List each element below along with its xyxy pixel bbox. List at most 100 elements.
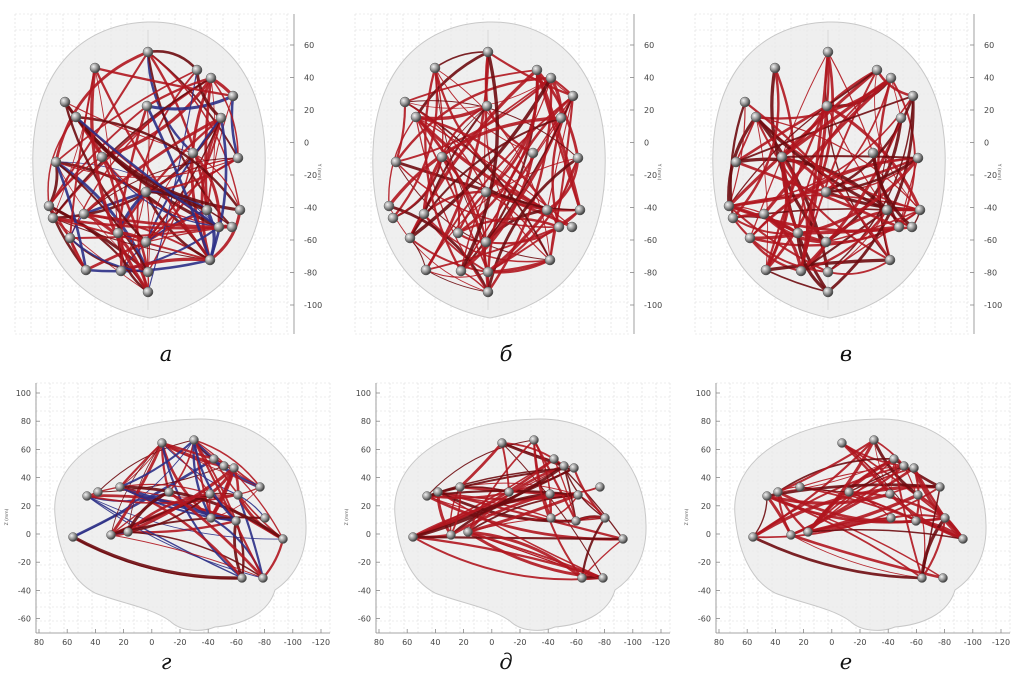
electrode-node [404,232,416,244]
electrode-node [80,264,92,276]
electrode-node [555,112,567,124]
electrode-node [935,482,945,492]
y-tick-label: -80 [644,269,657,278]
z-axis-title: Z (mm) [4,508,10,525]
panel-g: 100 80 60 40 20 0 -20 -40 -60 Z (mm) 80 60 40 20 0 -20 -… [0,375,340,650]
z-tick-label: 80 [21,417,31,426]
y-tick-label: 0 [644,139,649,148]
electrode-node [786,530,796,540]
z-tick-label: 20 [361,502,371,511]
electrode-node [911,516,921,526]
electrode-node [884,254,896,266]
connections [727,50,922,294]
connection-edge [749,156,783,239]
y-tick-label: -80 [258,638,271,647]
electrode-node [773,487,783,497]
electrode-node [205,489,215,499]
electrode-node [776,151,788,163]
connection-edge [145,76,213,108]
connection-edge [54,160,88,272]
electrode-node [881,204,893,216]
connection-edge [748,156,920,240]
connection-edge [871,151,914,229]
y-tick-label: -20 [173,638,186,647]
electrode-node [958,534,968,544]
electrode-node [142,46,154,58]
electrode-node [408,532,418,542]
panel-d: 100 80 60 40 20 0 -20 -40 -60 Z (mm) 80 60 40 20 0 -20 -… [340,375,680,650]
z-tick-label: 60 [361,445,371,454]
electrode-node [390,156,402,168]
connection-edge [119,257,212,273]
electrode-node [758,208,770,220]
connection-edge [192,438,213,520]
panel-label-d: д [499,650,513,674]
connection-edge [110,534,264,579]
electrode-node [234,204,246,216]
electrode-node [115,482,125,492]
electrode-node [559,461,569,471]
connection-edge [69,237,149,273]
long-connection-edge [467,531,605,581]
z-tick-label: 80 [361,417,371,426]
z-tick-label: -20 [698,558,711,567]
electrode-node [206,513,216,523]
connection-edge [548,94,575,262]
y-tick-label: -100 [624,638,642,647]
connection-edge [97,439,195,493]
z-tick-label: 100 [696,389,711,398]
connection-edge [69,226,220,240]
electrode-node [59,96,71,108]
panel-label-b: б [499,342,513,366]
connection-edge [827,259,891,275]
electrode-node [446,530,456,540]
connection-edge [533,439,583,579]
y-axis: 60 40 20 0 -20 -40 -60 -80 -100 Y (mm) [970,14,1002,334]
connection-edge [116,116,223,235]
electrode-node [189,435,199,445]
connection-edge [146,50,234,229]
z-tick-label: 100 [16,389,31,398]
connection-edge [210,77,239,159]
connection-edge [208,116,228,262]
connection-edge [230,94,240,160]
y-tick-label: 80 [714,638,724,647]
electrode-node [258,573,268,583]
connection-edge [486,258,552,274]
z-tick-label: 0 [366,530,371,539]
connection-edge [409,237,489,273]
connection-edge [735,95,914,163]
connection-edge [69,67,96,239]
connection-edge [426,439,535,497]
z-tick-label: -20 [18,558,31,567]
connection-edge [486,208,549,274]
electrode-node [187,147,199,159]
connection-edge [127,531,264,579]
electrode-node [410,111,422,123]
z-tick-label: 80 [701,417,711,426]
y-tick-label: -40 [984,204,997,213]
side-view-plot-e: 100 80 60 40 20 0 -20 -40 -60 Z (mm) 80 60 40 20 0 -20 -… [684,382,1011,647]
connection-edge [425,269,489,293]
electrode-node [572,152,584,164]
electrode-node [64,232,76,244]
electrode-node [795,265,807,277]
y-tick-label: -40 [304,204,317,213]
electrode-node [760,264,772,276]
connection-edge [147,51,241,211]
connection-edge [780,155,920,160]
electrode-nodes [748,435,968,583]
y-tick-label: -80 [598,638,611,647]
electrode-node [730,156,742,168]
connection-edge [487,209,581,273]
electrode-node [232,152,244,164]
y-tick-label: 20 [459,638,469,647]
electrode-node [909,463,919,473]
connection-edge [751,535,924,580]
connection-edge [466,493,580,534]
y-tick-label: -20 [513,638,526,647]
connection-edge [749,157,919,239]
connection-edge [434,67,551,261]
y-tick-label: -100 [984,301,1002,310]
connection-edge [161,442,239,496]
